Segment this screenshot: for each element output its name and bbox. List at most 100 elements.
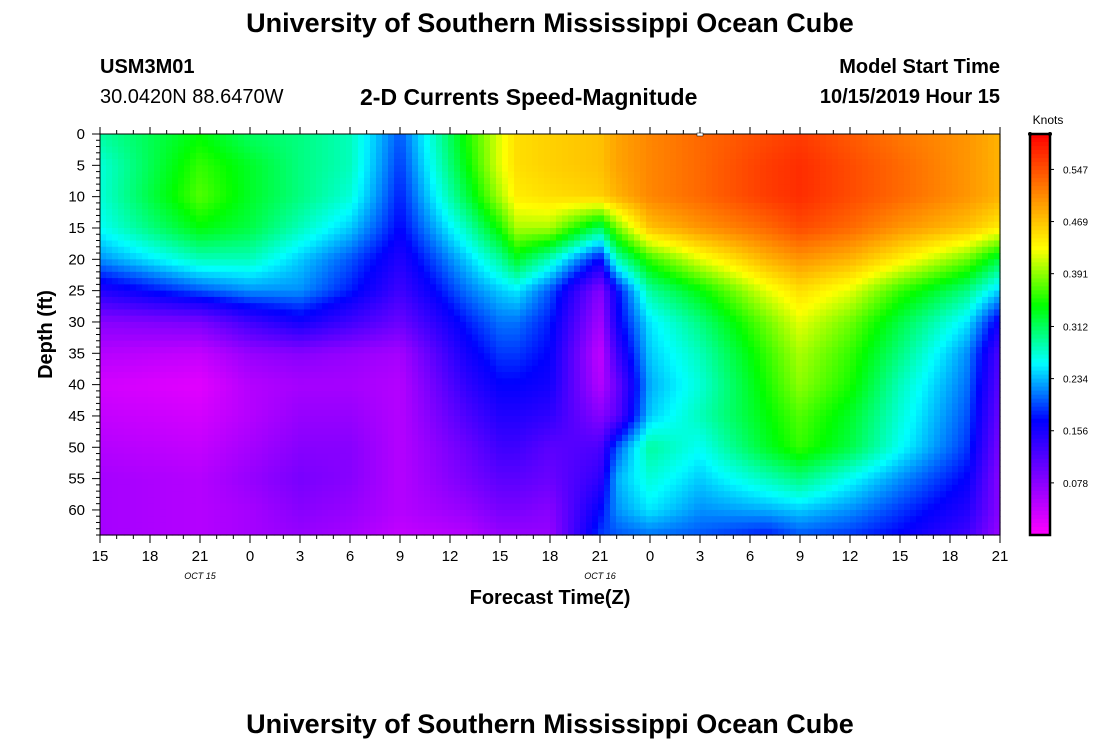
heatmap-cell: [832, 140, 839, 148]
heatmap-cell: [400, 202, 407, 210]
heatmap-cell: [112, 190, 119, 198]
heatmap-cell: [334, 190, 341, 198]
heatmap-cell: [412, 134, 419, 141]
heatmap-cell: [316, 221, 323, 229]
heatmap-cell: [550, 215, 557, 223]
heatmap-cell: [982, 240, 989, 248]
heatmap-cell: [982, 234, 989, 242]
heatmap-cell: [100, 240, 107, 248]
heatmap-cell: [634, 165, 641, 173]
heatmap-cell: [442, 146, 449, 154]
heatmap-cell: [430, 328, 437, 336]
heatmap-cell: [298, 340, 305, 348]
heatmap-cell: [898, 296, 905, 304]
heatmap-cell: [976, 265, 983, 273]
heatmap-cell: [226, 152, 233, 160]
heatmap-cell: [160, 290, 167, 298]
heatmap-cell: [388, 321, 395, 329]
heatmap-cell: [724, 234, 731, 242]
heatmap-cell: [154, 196, 161, 204]
heatmap-cell: [730, 152, 737, 160]
heatmap-cell: [910, 296, 917, 304]
heatmap-cell: [820, 134, 827, 141]
heatmap-cell: [652, 290, 659, 298]
heatmap-cell: [886, 284, 893, 292]
heatmap-cell: [850, 140, 857, 148]
heatmap-cell: [166, 240, 173, 248]
heatmap-cell: [988, 165, 995, 173]
heatmap-cell: [106, 202, 113, 210]
heatmap-cell: [556, 202, 563, 210]
heatmap-cell: [676, 202, 683, 210]
heatmap-cell: [388, 190, 395, 198]
heatmap-cell: [298, 315, 305, 323]
heatmap-cell: [640, 234, 647, 242]
heatmap-cell: [196, 340, 203, 348]
heatmap-cell: [742, 215, 749, 223]
heatmap-cell: [274, 171, 281, 179]
heatmap-cell: [778, 202, 785, 210]
heatmap-cell: [640, 334, 647, 342]
heatmap-cell: [778, 227, 785, 235]
heatmap-cell: [628, 303, 635, 311]
heatmap-cell: [148, 134, 155, 141]
heatmap-cell: [490, 253, 497, 260]
heatmap-cell: [652, 221, 659, 229]
heatmap-cell: [412, 265, 419, 273]
heatmap-cell: [988, 328, 995, 336]
heatmap-cell: [382, 246, 389, 254]
heatmap-cell: [628, 265, 635, 273]
heatmap-cell: [496, 278, 503, 285]
heatmap-cell: [436, 321, 443, 329]
heatmap-cell: [898, 171, 905, 179]
heatmap-cell: [232, 315, 239, 323]
heatmap-cell: [232, 184, 239, 191]
heatmap-cell: [616, 246, 623, 254]
heatmap-cell: [112, 152, 119, 160]
heatmap-cell: [238, 253, 245, 260]
heatmap-cell: [484, 234, 491, 242]
heatmap-cell: [982, 265, 989, 273]
heatmap-cell: [268, 284, 275, 292]
heatmap-cell: [586, 290, 593, 298]
heatmap-cell: [736, 190, 743, 198]
heatmap-cell: [928, 134, 935, 141]
heatmap-cell: [484, 284, 491, 292]
station-coordinates: 30.0420N 88.6470W: [100, 86, 284, 108]
heatmap-cell: [562, 246, 569, 254]
heatmap-cell: [328, 234, 335, 242]
heatmap-cell: [130, 196, 137, 204]
heatmap-cell: [856, 303, 863, 311]
heatmap-cell: [178, 284, 185, 292]
heatmap-cell: [736, 259, 743, 267]
heatmap-cell: [748, 253, 755, 260]
heatmap-cell: [754, 234, 761, 242]
heatmap-cell: [196, 171, 203, 179]
heatmap-cell: [844, 328, 851, 336]
heatmap-cell: [406, 140, 413, 148]
heatmap-cell: [418, 296, 425, 304]
heatmap-cell: [664, 165, 671, 173]
heatmap-cell: [184, 190, 191, 198]
heatmap-cell: [808, 227, 815, 235]
heatmap-cell: [994, 202, 1001, 210]
heatmap-cell: [730, 296, 737, 304]
heatmap-cell: [544, 159, 551, 166]
heatmap-cell: [904, 209, 911, 217]
heatmap-cell: [616, 315, 623, 323]
heatmap-cell: [460, 265, 467, 273]
heatmap-cell: [502, 202, 509, 210]
heatmap-cell: [136, 246, 143, 254]
heatmap-cell: [460, 221, 467, 229]
heatmap-cell: [562, 303, 569, 311]
heatmap-cell: [910, 240, 917, 248]
heatmap-cell: [238, 215, 245, 223]
heatmap-cell: [286, 209, 293, 217]
heatmap-cell: [340, 246, 347, 254]
heatmap-cell: [880, 309, 887, 317]
heatmap-cell: [862, 246, 869, 254]
heatmap-cell: [130, 227, 137, 235]
heatmap-cell: [574, 202, 581, 210]
heatmap-cell: [676, 271, 683, 279]
heatmap-cell: [886, 271, 893, 279]
